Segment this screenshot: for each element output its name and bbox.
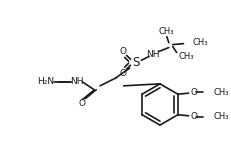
Text: O: O	[79, 99, 86, 108]
Text: O: O	[190, 88, 197, 97]
Text: CH₃: CH₃	[213, 88, 229, 97]
Text: NH: NH	[70, 77, 83, 86]
Text: CH₃: CH₃	[192, 38, 208, 47]
Text: O: O	[119, 47, 126, 56]
Text: H₂N: H₂N	[38, 77, 55, 86]
Text: NH: NH	[146, 50, 160, 59]
Text: S: S	[132, 56, 139, 69]
Text: O: O	[190, 112, 197, 121]
Text: CH₃: CH₃	[213, 112, 229, 121]
Text: CH₃: CH₃	[158, 27, 174, 36]
Text: O: O	[119, 69, 126, 78]
Text: CH₃: CH₃	[179, 52, 194, 61]
